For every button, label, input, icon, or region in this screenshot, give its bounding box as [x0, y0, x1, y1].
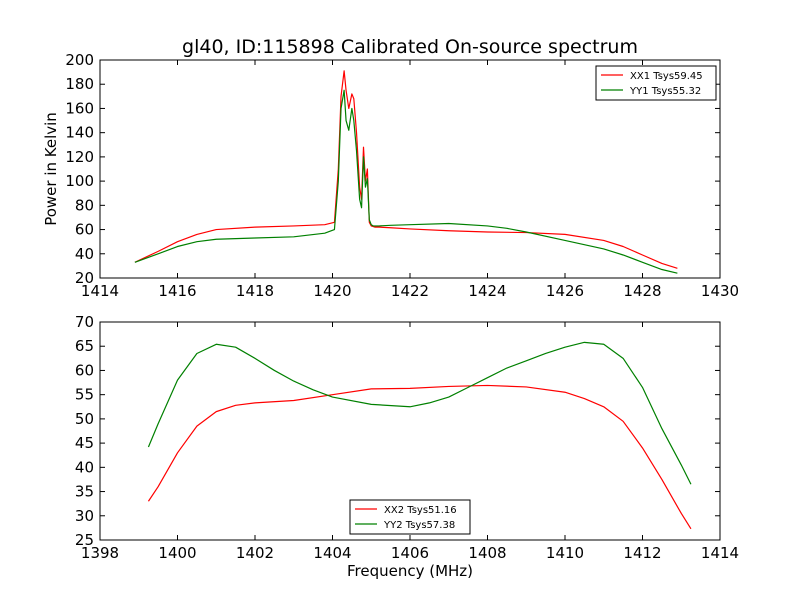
y-tick-label: 70: [75, 313, 94, 331]
y-tick-label: 40: [75, 245, 94, 263]
series-line-1-2: [134, 89, 678, 274]
legend-1: XX1 Tsys59.45 YY1 Tsys55.32: [595, 65, 717, 101]
y-tick-label: 65: [75, 337, 94, 355]
x-tick-label: 1406: [391, 544, 429, 562]
y-tick-label: 120: [65, 148, 94, 166]
chart-panel-2: 1398 1400 1402 1404 1406 1408 1410 1412 1414 25 30…: [75, 313, 739, 580]
y-tick-label: 80: [75, 196, 94, 214]
figure-title: gl40, ID:115898 Calibrated On-source spe…: [182, 36, 638, 58]
x-tick-label: 1426: [546, 282, 584, 300]
legend-box: [595, 65, 717, 101]
y-tick-label: 55: [75, 386, 94, 404]
series-line-2-2: [147, 341, 692, 485]
y-tick-label: 35: [75, 483, 94, 501]
x-tick-label: 1398: [81, 544, 119, 562]
y-tick-label: 180: [65, 75, 94, 93]
y-tick-label: 40: [75, 458, 94, 476]
y-tick-label: 100: [65, 172, 94, 190]
legend-label: XX1 Tsys59.45: [630, 71, 703, 82]
x-tick-label: 1410: [546, 544, 584, 562]
x-tick-label: 1400: [158, 544, 196, 562]
legend-label: YY1 Tsys55.32: [629, 86, 701, 97]
x-tick-label: 1420: [313, 282, 351, 300]
y-tick-label: 60: [75, 361, 94, 379]
x-tick-label: 1416: [158, 282, 196, 300]
x-tick-label: 1412: [623, 544, 661, 562]
y-tick-label: 160: [65, 99, 94, 117]
chart-panel-1: 1414 1416 1418 1420 1422 1424 1426 1428 1430 20 40…: [42, 51, 739, 300]
legend-box: [349, 499, 471, 535]
series-line-2-1: [147, 384, 692, 530]
y-tick-label: 30: [75, 507, 94, 525]
y-tick-label: 140: [65, 124, 94, 142]
x-tick-label: 1414: [81, 282, 119, 300]
y-tick-label: 45: [75, 434, 94, 452]
x-tick-label: 1418: [236, 282, 274, 300]
chart-panels: 1414 1416 1418 1420 1422 1424 1426 1428 1430 20 40…: [42, 51, 739, 580]
x-axis-label: Frequency (MHz): [347, 562, 473, 580]
legend-2: XX2 Tsys51.16 YY2 Tsys57.38: [349, 499, 471, 535]
y-tick-label: 60: [75, 221, 94, 239]
x-tick-label: 1402: [236, 544, 274, 562]
x-tick-label: 1424: [468, 282, 506, 300]
x-tick-label: 1430: [701, 282, 739, 300]
legend-label: XX2 Tsys51.16: [384, 505, 457, 516]
y-tick-label: 25: [75, 531, 94, 549]
legend-label: YY2 Tsys57.38: [383, 520, 455, 531]
x-tick-label: 1404: [313, 544, 351, 562]
y-tick-label: 20: [75, 269, 94, 287]
x-tick-label: 1422: [391, 282, 429, 300]
y-tick-label: 50: [75, 410, 94, 428]
x-tick-label: 1428: [623, 282, 661, 300]
x-tick-label: 1414: [701, 544, 739, 562]
y-axis-label: Power in Kelvin: [42, 112, 60, 226]
x-tick-label: 1408: [468, 544, 506, 562]
y-tick-label: 200: [65, 51, 94, 69]
